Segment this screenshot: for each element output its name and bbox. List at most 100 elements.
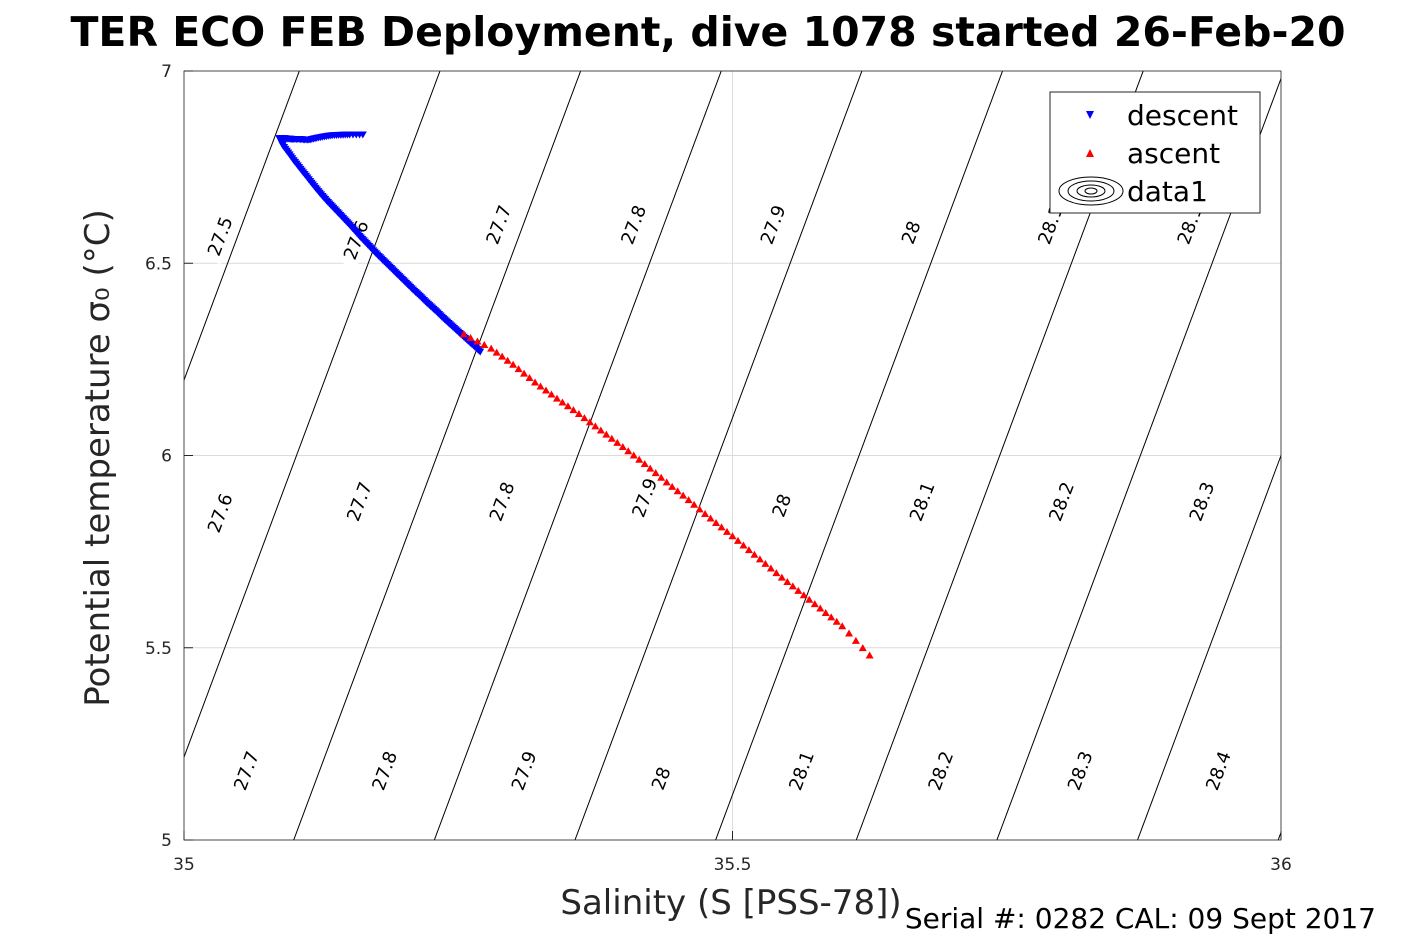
ascent-marker [618, 443, 627, 451]
ascent-marker [744, 546, 753, 554]
ascent-marker [679, 491, 688, 499]
legend-contour-icon [1058, 176, 1124, 206]
ascent-marker [858, 644, 867, 652]
ascent-marker [712, 518, 721, 526]
isopycnal-27.9 [574, 71, 863, 840]
ascent-marker [492, 348, 501, 356]
ascent-marker [673, 487, 682, 495]
ascent-marker [772, 569, 781, 577]
ascent-marker [810, 600, 819, 608]
ascent-marker [761, 559, 770, 567]
ascent-marker [728, 532, 737, 540]
isopycnal-27.8 [433, 71, 722, 840]
ascent-marker [755, 555, 764, 563]
ascent-marker [799, 591, 808, 599]
ascent-marker [591, 422, 600, 430]
ascent-marker [684, 496, 693, 504]
ascent-marker [542, 386, 551, 394]
isopycnal-28 [715, 71, 1004, 840]
serial-cal-footer: Serial #: 0282 CAL: 09 Sept 2017 [905, 902, 1376, 935]
ascent-marker [520, 369, 529, 377]
ascent-marker [498, 352, 507, 360]
ascent-marker [706, 514, 715, 522]
ascent-marker [651, 469, 660, 477]
ascent-marker [473, 337, 482, 345]
ascent-marker [668, 482, 677, 490]
legend-descent-label: descent [1127, 99, 1238, 132]
x-tick-label: 35 [173, 855, 195, 875]
ascent-marker [733, 536, 742, 544]
legend-descent-marker [1086, 111, 1094, 119]
density-contours [184, 71, 1281, 840]
y-tick-label: 6 [161, 447, 172, 467]
ascent-marker [750, 550, 759, 558]
ascent-marker [640, 459, 649, 467]
ascent-marker [646, 464, 655, 472]
ascent-marker [717, 523, 726, 531]
ascent-marker [788, 582, 797, 590]
ascent-marker [602, 430, 611, 438]
ascent-marker [514, 365, 523, 373]
y-tick-label: 5.5 [145, 639, 172, 659]
x-tick-label: 36 [1270, 855, 1292, 875]
isopycnal-27.7 [293, 71, 582, 840]
ascent-marker [865, 651, 874, 659]
legend-box [1049, 91, 1261, 214]
ascent-marker [851, 636, 860, 644]
ascent-marker [503, 356, 512, 364]
legend-data1-label: data1 [1127, 175, 1208, 208]
profile-markers [275, 131, 874, 659]
ascent-marker [459, 330, 468, 338]
ascent-marker [509, 360, 518, 368]
isopycnal-27.5 [184, 71, 300, 382]
ascent-marker [629, 451, 638, 459]
y-axis-label: Potential temperature σ₀ (°C) [78, 209, 118, 707]
ascent-marker [695, 505, 704, 513]
ascent-marker [777, 573, 786, 581]
legend: descent ascent data1 [1049, 91, 1261, 214]
ascent-marker [466, 333, 475, 341]
isopycnal-28.3 [1137, 454, 1281, 840]
ascent-marker [487, 344, 496, 352]
legend-ascent-label: ascent [1127, 137, 1220, 170]
ascent-marker [845, 629, 854, 637]
isopycnal-27.6 [184, 71, 441, 759]
ascent-marker [838, 622, 847, 630]
ascent-marker [613, 438, 622, 446]
ascent-marker [531, 378, 540, 386]
axis-ticks: 35 35.5 36 5 5.5 6 6.5 7 [145, 62, 1292, 875]
ascent-marker [723, 527, 732, 535]
ascent-marker [558, 398, 567, 406]
ascent-marker [580, 414, 589, 422]
ascent-marker [739, 541, 748, 549]
ascent-marker [635, 455, 644, 463]
ascent-marker [816, 604, 825, 612]
legend-ascent-marker [1086, 149, 1094, 157]
ascent-marker [552, 394, 561, 402]
y-tick-label: 5 [161, 831, 172, 851]
ascent-marker [624, 447, 633, 455]
y-tick-label: 6.5 [145, 254, 172, 274]
ascent-marker [536, 382, 545, 390]
chart-title: TER ECO FEB Deployment, dive 1078 starte… [70, 8, 1345, 56]
ascent-marker [690, 500, 699, 508]
x-tick-label: 35.5 [714, 855, 752, 875]
ascent-marker [547, 390, 556, 398]
y-tick-label: 7 [161, 62, 172, 82]
ascent-marker [657, 473, 666, 481]
ascent-marker [525, 374, 534, 382]
ascent-marker [766, 564, 775, 572]
ascent-marker [574, 409, 583, 417]
ascent-marker [783, 578, 792, 586]
ascent-marker [701, 509, 710, 517]
contour-label: 28 [894, 214, 926, 251]
ascent-marker [569, 406, 578, 414]
ascent-marker [832, 617, 841, 625]
ascent-marker [607, 434, 616, 442]
x-axis-label: Salinity (S [PSS-78]) [560, 883, 901, 923]
ascent-marker [662, 478, 671, 486]
ascent-marker [805, 595, 814, 603]
ascent-marker [596, 426, 605, 434]
ascent-marker [794, 586, 803, 594]
